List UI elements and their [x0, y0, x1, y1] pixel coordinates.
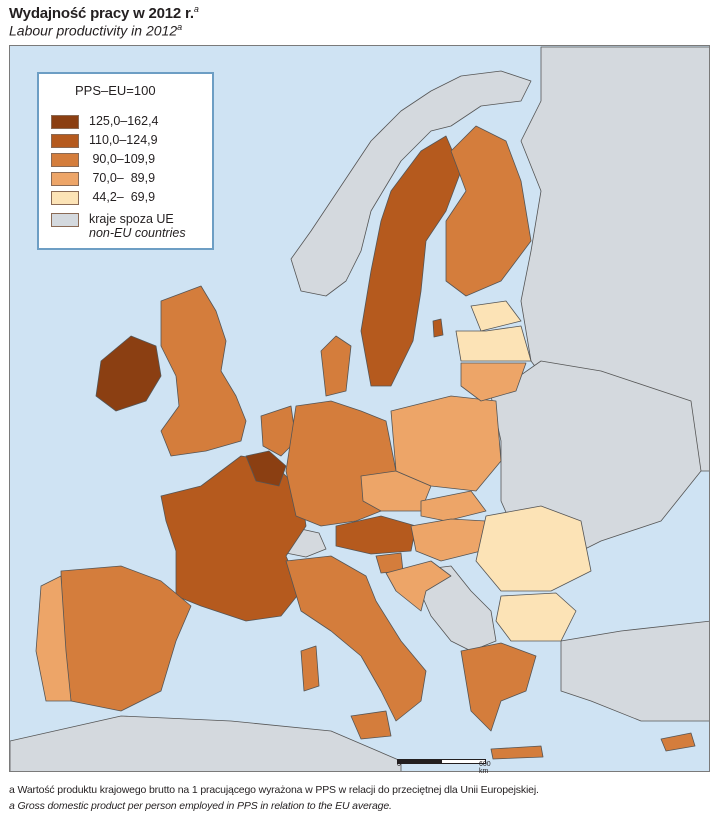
- region-poland: [390, 395, 502, 492]
- region-france: [160, 455, 307, 622]
- scale-end-label: 600 km: [479, 761, 491, 775]
- legend-item: 125,0–162,4: [51, 114, 211, 131]
- region-greece: [460, 642, 537, 732]
- region-estonia: [470, 300, 522, 332]
- region-spain: [60, 565, 192, 712]
- region-finland: [445, 125, 532, 297]
- legend-swatch: [51, 115, 79, 129]
- legend-item-label: 70,0– 89,9: [89, 171, 156, 185]
- region-hungary: [410, 518, 487, 562]
- legend-item-label: 110,0–124,9: [89, 133, 158, 147]
- legend-swatch: [51, 172, 79, 186]
- region-sicily: [350, 710, 392, 740]
- legend-swatch: [51, 134, 79, 148]
- legend-item-label: 44,2– 69,9: [89, 190, 156, 204]
- region-croatia: [385, 560, 452, 612]
- region-turkey: [560, 620, 709, 722]
- region-portugal: [35, 575, 72, 702]
- scale-bar-graphic: [397, 759, 486, 764]
- region-italy: [285, 555, 427, 722]
- map-area: [9, 45, 710, 772]
- region-sardinia: [300, 645, 320, 692]
- region-slovakia: [420, 490, 487, 522]
- region-netherlands: [260, 405, 297, 457]
- map-title-pl: Wydajność pracy w 2012 r.a: [9, 4, 199, 22]
- region-gotland: [432, 318, 444, 338]
- region-latvia: [455, 325, 532, 362]
- region-lithuania: [460, 362, 527, 402]
- scale-start-label: 0: [397, 761, 401, 768]
- region-uk: [160, 285, 247, 457]
- region-ireland: [95, 335, 162, 412]
- legend-item: 110,0–124,9: [51, 133, 211, 150]
- legend-item-non-eu: kraje spoza UE non-EU countries: [51, 212, 211, 240]
- europe-map: [10, 46, 709, 771]
- region-austria: [335, 515, 417, 555]
- legend-heading: PPS–EU=100: [75, 83, 156, 98]
- map-title-en: Labour productivity in 2012a: [9, 22, 183, 39]
- footnote-en: a Gross domestic product per person empl…: [9, 800, 392, 812]
- legend-swatch: [51, 191, 79, 205]
- region-denmark: [320, 335, 352, 397]
- legend-non-eu-label-en: non-EU countries: [89, 226, 186, 240]
- region-romania: [475, 505, 592, 592]
- footnote-pl: a Wartość produktu krajowego brutto na 1…: [9, 784, 539, 796]
- legend-item: 44,2– 69,9: [51, 190, 211, 207]
- legend-item-label: 90,0–109,9: [89, 152, 156, 166]
- legend-swatch: [51, 153, 79, 167]
- region-sweden: [360, 135, 462, 387]
- legend-item: 90,0–109,9: [51, 152, 211, 169]
- region-belgium: [245, 450, 287, 487]
- region-crete: [490, 745, 544, 760]
- legend-non-eu-label-pl: kraje spoza UE: [89, 212, 174, 226]
- map-legend: PPS–EU=100 125,0–162,4 110,0–124,9 90,0–…: [37, 72, 214, 250]
- region-bulgaria: [495, 592, 577, 642]
- region-cyprus: [660, 732, 696, 752]
- region-africa: [10, 715, 402, 771]
- legend-swatch: [51, 213, 79, 227]
- legend-item-label: 125,0–162,4: [89, 114, 159, 128]
- region-norway: [290, 70, 532, 297]
- scale-bar: 0 600 km: [397, 754, 497, 775]
- legend-item: 70,0– 89,9: [51, 171, 211, 188]
